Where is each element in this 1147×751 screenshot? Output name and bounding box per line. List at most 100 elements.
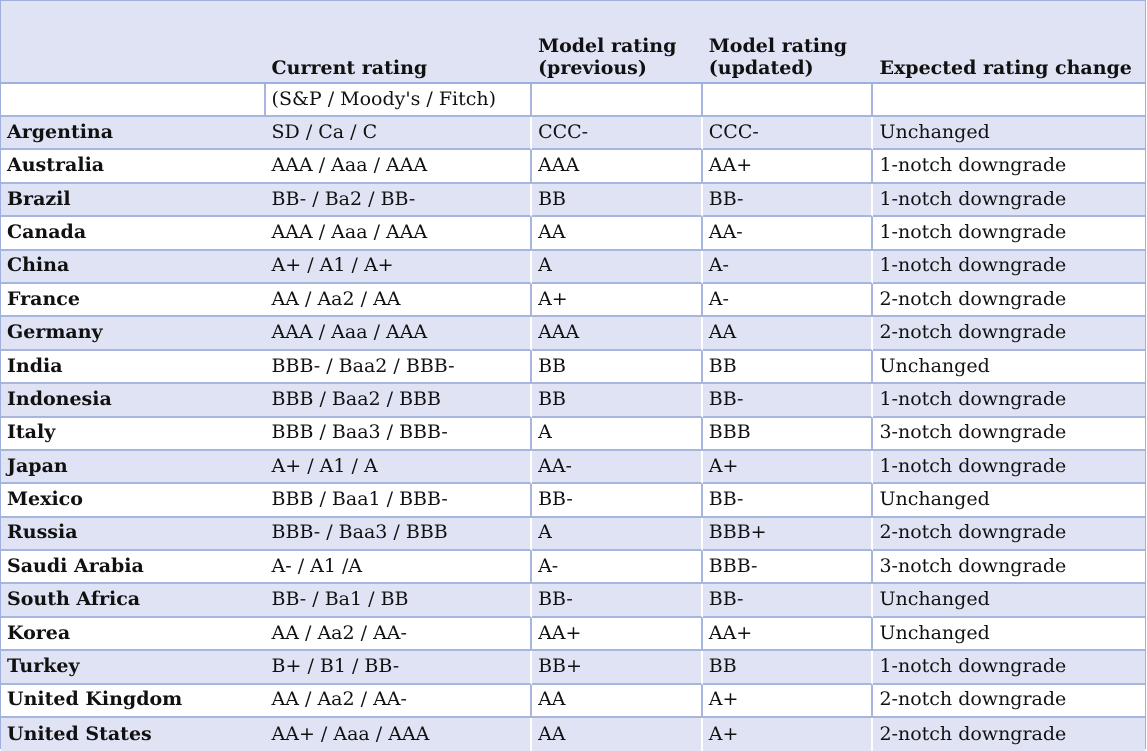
table-row: Argentina SD / Ca / C CCC- CCC- Unchanged xyxy=(1,117,1145,151)
cell-country: Turkey xyxy=(1,651,266,685)
table-row: Turkey B+ / B1 / BB- BB+ BB 1-notch downgrad… xyxy=(1,651,1145,685)
cell-current-rating: BBB / Baa1 / BBB- xyxy=(265,484,533,518)
cell-current-rating: A+ / A1 / A+ xyxy=(265,250,533,284)
cell-model-updated: A+ xyxy=(703,718,874,751)
table-row: Canada AAA / Aaa / AAA AA AA- 1-notch downgr… xyxy=(1,217,1145,251)
cell-current-rating: BBB / Baa3 / BBB- xyxy=(265,417,533,451)
cell-current-rating: SD / Ca / C xyxy=(265,117,533,151)
cell-country: Russia xyxy=(1,518,266,552)
cell-country: Saudi Arabia xyxy=(1,551,266,585)
table-row: Indonesia BBB / Baa2 / BBB BB BB- 1-notch do… xyxy=(1,384,1145,418)
cell-country: India xyxy=(1,351,266,385)
cell-expected-change: 1-notch downgrade xyxy=(873,651,1145,685)
cell-model-updated: BBB xyxy=(702,417,874,451)
cell-expected-change: 2-notch downgrade xyxy=(873,518,1145,552)
cell-expected-change: Unchanged xyxy=(873,618,1145,652)
cell-expected-change: 2-notch downgrade xyxy=(873,317,1145,351)
cell-current-rating: BBB- / Baa2 / BBB- xyxy=(265,350,533,385)
table-row: Russia BBB- / Baa3 / BBB A BBB+ 2-notch down… xyxy=(1,517,1145,552)
table-row: Brazil BB- / Ba2 / BB- BB BB- 1-notch downgr… xyxy=(1,183,1145,218)
cell-model-previous: A- xyxy=(532,551,703,585)
cell-model-previous: AAA xyxy=(532,317,703,351)
subheader-empty xyxy=(532,84,703,117)
table-row: Mexico BBB / Baa1 / BBB- BB- BB- Unchanged xyxy=(1,484,1145,518)
cell-model-updated: BB xyxy=(702,350,874,385)
header-model-updated: Model rating (updated) xyxy=(702,1,874,84)
cell-model-previous: AA- xyxy=(532,450,703,485)
cell-country: United Kingdom xyxy=(1,685,266,719)
cell-model-updated: AA+ xyxy=(702,617,874,652)
cell-model-previous: AA+ xyxy=(532,617,703,652)
cell-model-previous: AA xyxy=(532,217,703,251)
subheader-empty xyxy=(1,84,266,117)
cell-country: France xyxy=(1,284,266,318)
cell-model-previous: BB xyxy=(532,384,703,418)
cell-model-previous: BB xyxy=(532,183,703,218)
header-current-rating: Current rating xyxy=(265,1,533,84)
table-row: Korea AA / Aa2 / AA- AA+ AA+ Unchanged xyxy=(1,617,1145,652)
header-expected-change: Expected rating change xyxy=(873,1,1145,84)
cell-model-updated: A+ xyxy=(702,450,874,485)
cell-expected-change: 1-notch downgrade xyxy=(873,251,1145,284)
cell-model-updated: A- xyxy=(702,250,874,284)
table-body: Argentina SD / Ca / C CCC- CCC- Unchanged Aus… xyxy=(1,117,1145,751)
cell-current-rating: BB- / Ba2 / BB- xyxy=(265,183,533,218)
table-row: Japan A+ / A1 / A AA- A+ 1-notch downgrade xyxy=(1,450,1145,485)
cell-country: Australia xyxy=(1,150,266,184)
cell-model-previous: BB- xyxy=(532,584,703,618)
cell-country: Argentina xyxy=(1,117,266,151)
cell-expected-change: 2-notch downgrade xyxy=(879,722,1067,745)
cell-model-updated: AA- xyxy=(702,217,874,251)
cell-model-updated: AA+ xyxy=(702,150,874,184)
cell-model-previous: AA xyxy=(532,684,703,719)
cell-model-updated: BB- xyxy=(702,484,874,518)
cell-model-updated: BBB+ xyxy=(702,517,874,552)
table-row: France AA / Aa2 / AA A+ A- 2-notch downgrade xyxy=(1,283,1145,318)
cell-expected-change: Unchanged xyxy=(873,117,1145,151)
cell-current-rating: BBB / Baa2 / BBB xyxy=(265,384,533,418)
cell-current-rating: AAA / Aaa / AAA xyxy=(265,150,533,184)
cell-expected-change: 3-notch downgrade xyxy=(873,551,1145,585)
cell-expected-change: Unchanged xyxy=(873,351,1145,385)
cell-current-rating: A+ / A1 / A xyxy=(265,450,533,485)
cell-country: China xyxy=(1,251,266,284)
subheader-row: (S&P / Moody's / Fitch) xyxy=(1,84,1145,117)
cell-model-previous: AAA xyxy=(532,150,703,184)
cell-model-updated: BB xyxy=(702,651,874,685)
cell-country: Korea xyxy=(1,618,266,652)
cell-current-rating: BB- / Ba1 / BB xyxy=(265,584,533,618)
cell-country: Japan xyxy=(1,451,266,485)
cell-expected-change: 1-notch downgrade xyxy=(873,451,1145,485)
cell-country: Indonesia xyxy=(1,384,266,418)
cell-current-rating: AAA / Aaa / AAA xyxy=(265,317,533,351)
cell-expected-change: Unchanged xyxy=(873,484,1145,518)
cell-model-previous: AA xyxy=(532,718,703,751)
subheader-empty xyxy=(702,84,874,117)
cell-expected-change: 3-notch downgrade xyxy=(873,418,1145,451)
table-row: Italy BBB / Baa3 / BBB- A BBB 3-notch downgr… xyxy=(1,417,1145,451)
table-row: United States AA+ / Aaa / AAA AA A+ 2-notch … xyxy=(1,718,1145,751)
cell-country: Canada xyxy=(1,217,266,251)
cell-model-previous: BB+ xyxy=(532,651,703,685)
cell-model-updated: A+ xyxy=(702,684,874,719)
header-country xyxy=(1,1,266,84)
cell-current-rating: AAA / Aaa / AAA xyxy=(265,217,533,251)
cell-model-updated: CCC- xyxy=(702,117,874,151)
cell-country: Germany xyxy=(1,317,266,351)
cell-model-updated: BB- xyxy=(702,384,874,418)
cell-current-rating: BBB- / Baa3 / BBB xyxy=(265,517,533,552)
cell-model-updated: AA xyxy=(702,317,874,351)
cell-model-updated: BBB- xyxy=(702,551,874,585)
table-row: Germany AAA / Aaa / AAA AAA AA 2-notch downg… xyxy=(1,317,1145,351)
cell-model-previous: A+ xyxy=(532,283,703,318)
cell-expected-change: 1-notch downgrade xyxy=(873,150,1145,184)
cell-expected-change: 1-notch downgrade xyxy=(873,384,1145,418)
cell-model-previous: BB- xyxy=(532,484,703,518)
cell-model-previous: CCC- xyxy=(532,117,703,151)
cell-country: United States xyxy=(7,722,152,745)
cell-model-previous: A xyxy=(532,417,703,451)
cell-expected-change: 1-notch downgrade xyxy=(873,217,1145,251)
table-row: United Kingdom AA / Aa2 / AA- AA A+ 2-notch … xyxy=(1,684,1145,719)
cell-expected-change: 1-notch downgrade xyxy=(873,184,1145,218)
